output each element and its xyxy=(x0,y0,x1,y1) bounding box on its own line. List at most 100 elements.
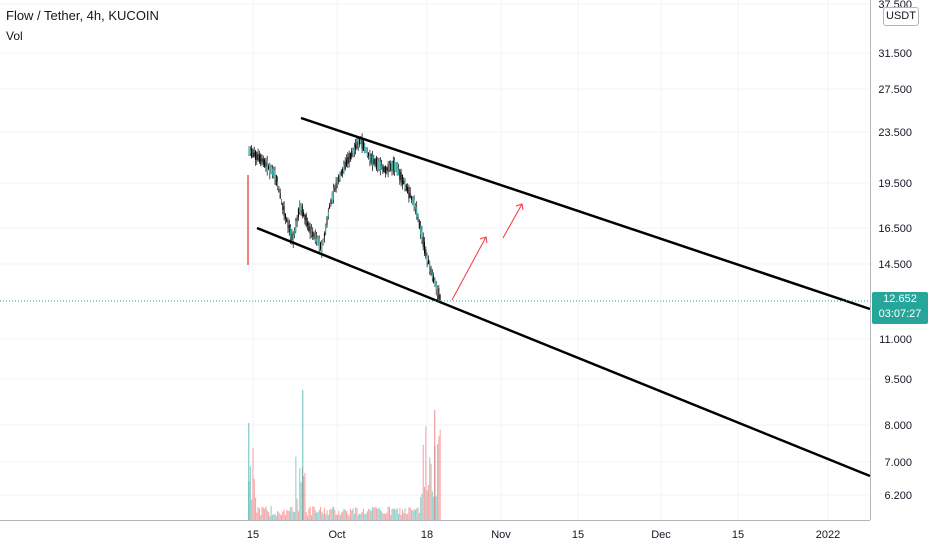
candle xyxy=(334,188,336,192)
candle xyxy=(438,288,440,300)
volume-bar xyxy=(429,457,431,520)
price-tick: 6.200 xyxy=(884,490,912,502)
candle xyxy=(260,154,262,164)
volume-bar xyxy=(307,515,309,520)
volume-bar xyxy=(281,514,283,520)
volume-bar xyxy=(382,513,384,520)
candle xyxy=(379,161,381,172)
candle xyxy=(307,222,308,226)
volume-bar xyxy=(321,511,323,520)
last-price-value: 12.652 xyxy=(883,293,917,305)
volume-bar xyxy=(312,506,314,520)
candle xyxy=(330,200,332,205)
candle xyxy=(355,144,357,151)
volume-bar xyxy=(335,514,337,520)
volume-bar xyxy=(347,513,349,520)
candle xyxy=(297,208,299,218)
volume-bar xyxy=(273,514,275,520)
candle xyxy=(348,153,350,163)
candle xyxy=(404,181,406,189)
candle xyxy=(304,214,306,221)
volume-bar xyxy=(362,508,364,520)
volume-bar xyxy=(331,507,333,520)
candle xyxy=(422,236,424,248)
candle xyxy=(329,205,331,209)
candle xyxy=(369,151,371,162)
candle xyxy=(325,223,327,233)
currency-badge[interactable]: USDT xyxy=(883,7,919,26)
arrowhead xyxy=(479,236,488,244)
volume-bar xyxy=(252,448,254,520)
candle xyxy=(300,204,302,211)
candle xyxy=(353,147,355,152)
volume-bar xyxy=(260,515,262,520)
price-tick: 7.000 xyxy=(884,457,912,469)
volume-bar xyxy=(314,510,316,520)
candle xyxy=(366,148,368,157)
candle xyxy=(375,157,377,170)
volume-bar xyxy=(268,512,270,520)
volume-bar xyxy=(271,514,273,520)
volume-bar xyxy=(399,507,401,520)
volume-bar xyxy=(411,509,413,520)
volume-bar xyxy=(284,515,286,520)
candle xyxy=(370,153,372,164)
candle xyxy=(251,148,253,158)
volume-bar xyxy=(373,508,375,520)
candle xyxy=(313,233,315,239)
channel-lower-line xyxy=(256,226,871,478)
volume-bar xyxy=(329,509,331,520)
volume-bar xyxy=(283,509,285,520)
candle xyxy=(338,175,340,182)
candle xyxy=(430,267,432,276)
volume-bar xyxy=(355,507,357,520)
volume-bar xyxy=(433,496,435,520)
candle xyxy=(399,169,401,180)
volume-bar xyxy=(379,510,381,520)
candle xyxy=(268,165,269,170)
volume-bar xyxy=(277,511,279,520)
volume-bar xyxy=(434,410,436,520)
candle xyxy=(335,182,337,190)
volume-bar xyxy=(390,514,392,520)
candle xyxy=(317,238,319,245)
volume-bar xyxy=(295,456,297,520)
candle xyxy=(373,158,375,164)
volume-bar xyxy=(425,426,427,520)
candle xyxy=(396,163,398,176)
volume-bar xyxy=(414,509,416,520)
candle xyxy=(429,261,431,273)
volume-bar xyxy=(364,514,366,520)
candle xyxy=(387,164,389,173)
candle xyxy=(310,228,312,236)
volume-bar xyxy=(291,506,293,520)
volume-bar xyxy=(427,485,429,520)
candle xyxy=(262,158,264,165)
candle xyxy=(314,233,316,243)
volume-bar xyxy=(431,491,433,520)
candle xyxy=(252,149,254,158)
candle xyxy=(408,187,410,199)
volume-bar xyxy=(395,509,397,520)
volume-bar xyxy=(439,429,441,520)
volume-bar xyxy=(304,472,306,520)
volume-bar xyxy=(323,507,325,520)
candle xyxy=(271,168,273,176)
volume-bar xyxy=(288,511,290,520)
volume-bar xyxy=(418,513,420,520)
volume-bar xyxy=(396,508,398,520)
candle xyxy=(258,154,260,162)
volume-bar xyxy=(344,509,346,520)
symbol-title[interactable]: Flow / Tether, 4h, KUCOIN xyxy=(6,8,159,23)
candle xyxy=(401,175,403,185)
arrow-line xyxy=(502,203,523,239)
candle xyxy=(331,192,333,204)
candle-series xyxy=(247,133,441,302)
time-tick: 15 xyxy=(572,529,584,541)
volume-legend[interactable]: Vol xyxy=(6,29,23,43)
candle xyxy=(339,172,341,180)
candle xyxy=(392,160,394,172)
volume-bar xyxy=(438,436,440,520)
volume-bar xyxy=(378,507,380,520)
